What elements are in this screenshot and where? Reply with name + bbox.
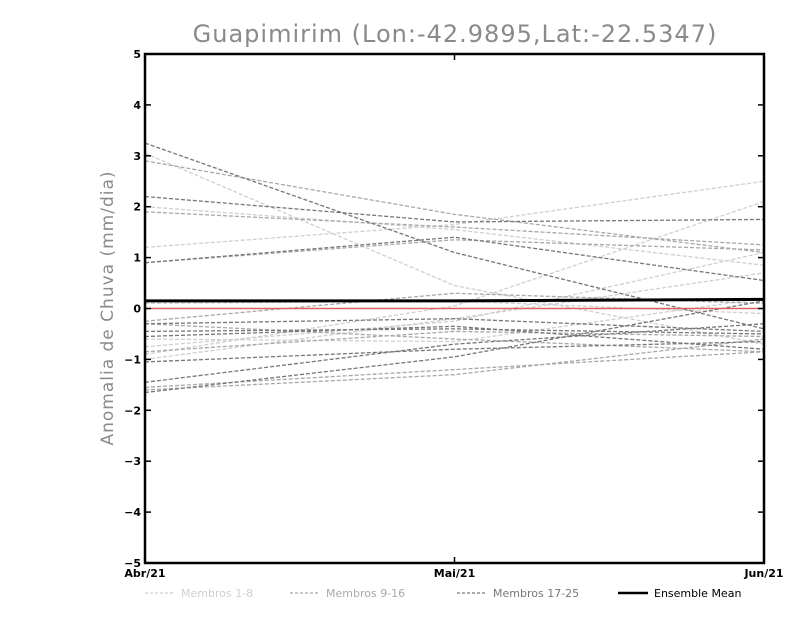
series-line-group3-24 (144, 325, 765, 350)
series-line-group1-0 (144, 152, 765, 345)
legend-label-group1: Membros 1-8 (181, 587, 253, 600)
series-line-group2-13 (144, 338, 765, 391)
series-layer (144, 142, 765, 394)
y-tick-label: 1 (133, 252, 141, 265)
x-tick-label: Jun/21 (743, 567, 783, 580)
y-tick-label: −4 (124, 506, 141, 519)
ensemble-mean-line (145, 297, 765, 303)
series-line-group2-9 (144, 211, 765, 246)
y-tick-label: −3 (124, 455, 141, 468)
x-tick-label: Mai/21 (434, 567, 475, 580)
series-line-group2-12 (144, 351, 765, 389)
series-line-group3-18 (144, 236, 765, 282)
y-tick-label: 5 (133, 48, 141, 61)
axis-layer: −5 −4 −3 −2 −1 0 1 2 3 4 5 Abr/21 Mai/21 Jun/21 (124, 48, 783, 580)
series-line-group2-15 (144, 330, 765, 353)
series-line-group2-10 (144, 239, 765, 264)
chart-title: Guapimirim (Lon:-42.9895,Lat:-22.5347) (193, 20, 718, 48)
legend-label-group2: Membros 9-16 (326, 587, 405, 600)
y-tick-label: 0 (133, 303, 141, 316)
series-line-group3-19 (144, 328, 765, 335)
series-line-group1-3 (144, 200, 765, 355)
y-tick-label: 4 (133, 99, 141, 112)
legend-label-mean: Ensemble Mean (654, 587, 741, 600)
series-line-group2-11 (144, 323, 765, 353)
series-line-group1-7 (144, 251, 765, 348)
y-tick-label: 2 (133, 201, 141, 214)
y-tick-label: −1 (124, 353, 141, 366)
series-line-group1-2 (144, 206, 765, 266)
series-line-group3-23 (144, 323, 765, 383)
legend: Membros 1-8 Membros 9-16 Membros 17-25 Ense… (145, 587, 741, 600)
y-tick-label: −2 (124, 404, 141, 417)
series-line-group3-20 (144, 340, 765, 363)
series-line-group1-5 (144, 297, 765, 343)
series-line-group1-1 (144, 180, 765, 249)
series-line-group3-22 (144, 318, 765, 333)
x-tick-label: Abr/21 (124, 567, 165, 580)
series-line-group3-21 (144, 300, 765, 394)
series-line-group3-17 (144, 195, 765, 223)
y-axis-label: Anomalia de Chuva (mm/dia) (98, 170, 118, 445)
series-line-group3-16 (144, 142, 765, 330)
y-tick-label: −5 (124, 557, 141, 570)
y-tick-label: 3 (133, 150, 141, 163)
legend-label-group3: Membros 17-25 (493, 587, 579, 600)
series-line-group2-8 (144, 160, 765, 254)
